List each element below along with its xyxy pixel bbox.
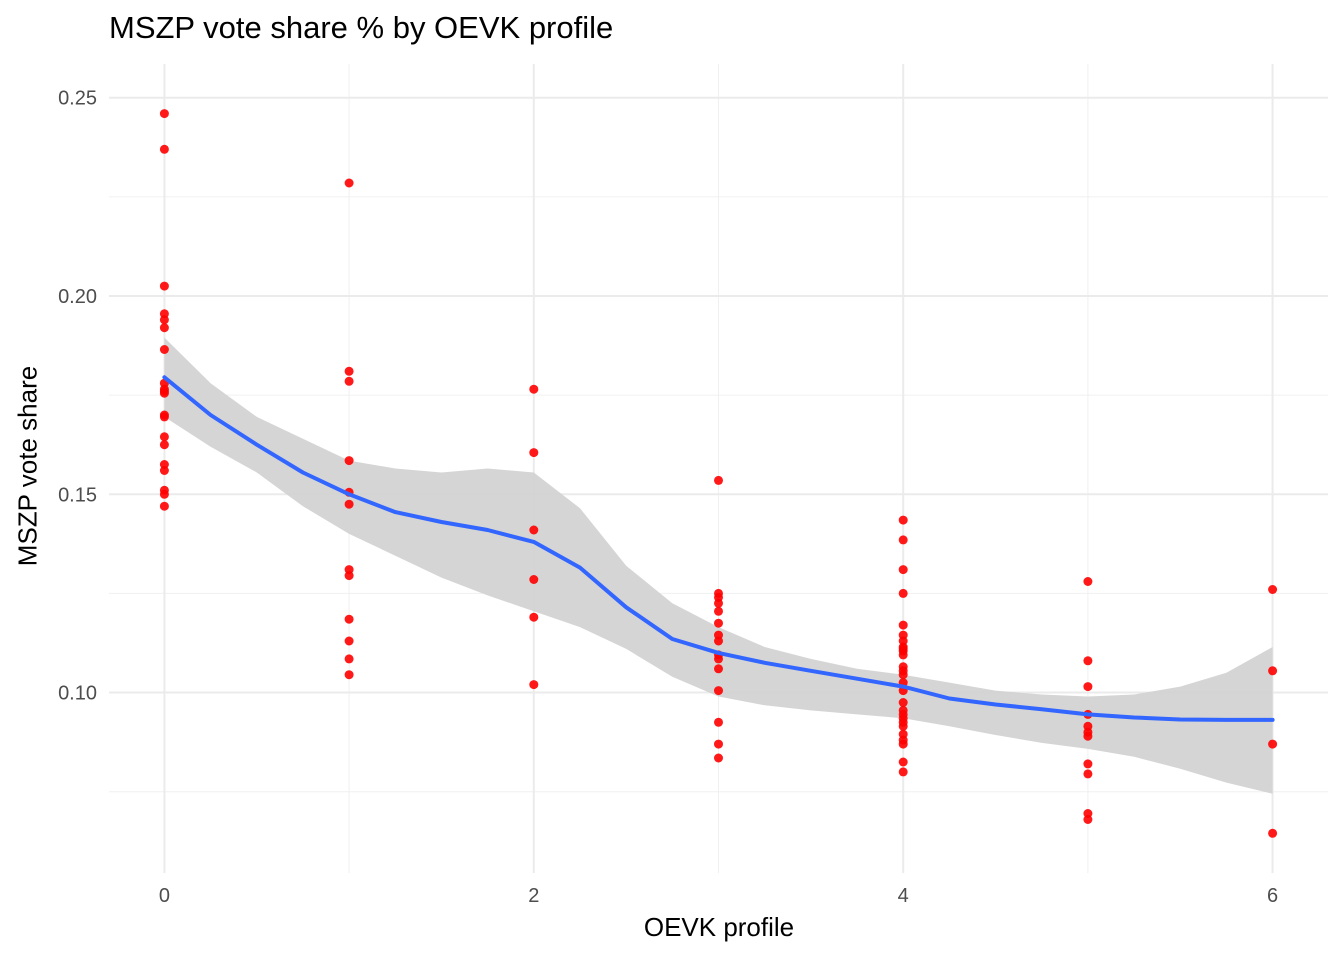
data-point bbox=[1083, 577, 1093, 586]
confidence-ribbon bbox=[164, 337, 1273, 794]
x-axis-label: OEVK profile bbox=[643, 912, 795, 942]
y-tick-label: 0.15 bbox=[58, 484, 97, 506]
data-point bbox=[898, 620, 908, 630]
data-point bbox=[714, 606, 723, 616]
data-point bbox=[529, 575, 539, 584]
data-point bbox=[1268, 666, 1278, 676]
data-point bbox=[898, 767, 908, 777]
data-point bbox=[898, 644, 908, 654]
data-point bbox=[1083, 682, 1093, 692]
data-point bbox=[159, 315, 169, 325]
data-point bbox=[898, 709, 908, 719]
confidence-ribbon-layer bbox=[164, 337, 1273, 794]
data-point bbox=[344, 571, 354, 581]
x-tick-label: 4 bbox=[898, 885, 909, 907]
data-point bbox=[344, 636, 354, 646]
data-point bbox=[159, 466, 169, 475]
smooth-trend-line bbox=[162, 375, 1275, 722]
data-point bbox=[1268, 828, 1278, 838]
data-point bbox=[1268, 585, 1278, 594]
data-point bbox=[159, 432, 169, 442]
data-point bbox=[529, 448, 539, 458]
data-point bbox=[898, 666, 908, 676]
data-point bbox=[159, 412, 169, 422]
data-point bbox=[159, 144, 169, 154]
data-point bbox=[159, 345, 169, 354]
y-tick-label: 0.10 bbox=[58, 683, 97, 705]
data-point bbox=[344, 376, 354, 386]
data-point bbox=[898, 698, 908, 707]
x-tick-label: 2 bbox=[528, 885, 539, 907]
data-point bbox=[898, 757, 908, 767]
y-tick-label: 0.25 bbox=[58, 88, 97, 110]
data-point bbox=[159, 386, 169, 396]
y-tick-label: 0.20 bbox=[58, 286, 97, 308]
data-point bbox=[344, 366, 354, 376]
data-point bbox=[529, 525, 539, 535]
data-point bbox=[714, 739, 723, 749]
chart-title: MSZP vote share % by OEVK profile bbox=[109, 10, 614, 45]
data-point bbox=[898, 588, 908, 598]
data-point bbox=[1268, 739, 1278, 749]
data-points-layer bbox=[159, 109, 1278, 838]
data-point bbox=[898, 515, 908, 525]
data-point bbox=[714, 618, 723, 628]
data-point bbox=[1083, 759, 1093, 769]
data-point bbox=[714, 630, 723, 640]
minor-gridlines bbox=[109, 64, 1328, 873]
data-point bbox=[1083, 769, 1093, 779]
smooth-line-layer bbox=[162, 375, 1275, 722]
data-point bbox=[898, 535, 908, 545]
data-point bbox=[344, 456, 354, 466]
data-point bbox=[529, 384, 539, 394]
data-point bbox=[344, 178, 354, 188]
data-point bbox=[714, 654, 723, 664]
data-point bbox=[1083, 656, 1093, 666]
x-tick-label: 0 bbox=[159, 885, 170, 907]
data-point bbox=[159, 109, 169, 119]
data-point bbox=[1083, 815, 1093, 824]
data-point bbox=[344, 614, 354, 624]
data-point bbox=[1083, 727, 1093, 737]
data-point bbox=[898, 721, 908, 731]
data-point bbox=[159, 489, 169, 499]
data-point bbox=[159, 281, 169, 291]
data-point bbox=[714, 717, 723, 727]
data-point bbox=[159, 440, 169, 450]
data-point bbox=[714, 598, 723, 608]
data-point bbox=[159, 501, 169, 511]
data-point bbox=[529, 680, 539, 690]
data-point bbox=[714, 664, 723, 674]
data-point bbox=[898, 739, 908, 749]
data-point bbox=[344, 499, 354, 509]
y-axis-label: MSZP vote share bbox=[12, 365, 43, 567]
data-point bbox=[898, 565, 908, 575]
x-tick-label: 6 bbox=[1267, 885, 1278, 907]
x-tick-labels: 0 2 4 6 bbox=[159, 885, 1278, 907]
data-point bbox=[159, 323, 169, 333]
data-point bbox=[714, 753, 723, 763]
data-point bbox=[344, 654, 354, 664]
data-point bbox=[344, 670, 354, 680]
y-tick-labels: 0.10 0.15 0.20 0.25 bbox=[58, 88, 97, 705]
data-point bbox=[714, 475, 723, 485]
data-point bbox=[529, 612, 539, 622]
data-point bbox=[714, 686, 723, 696]
